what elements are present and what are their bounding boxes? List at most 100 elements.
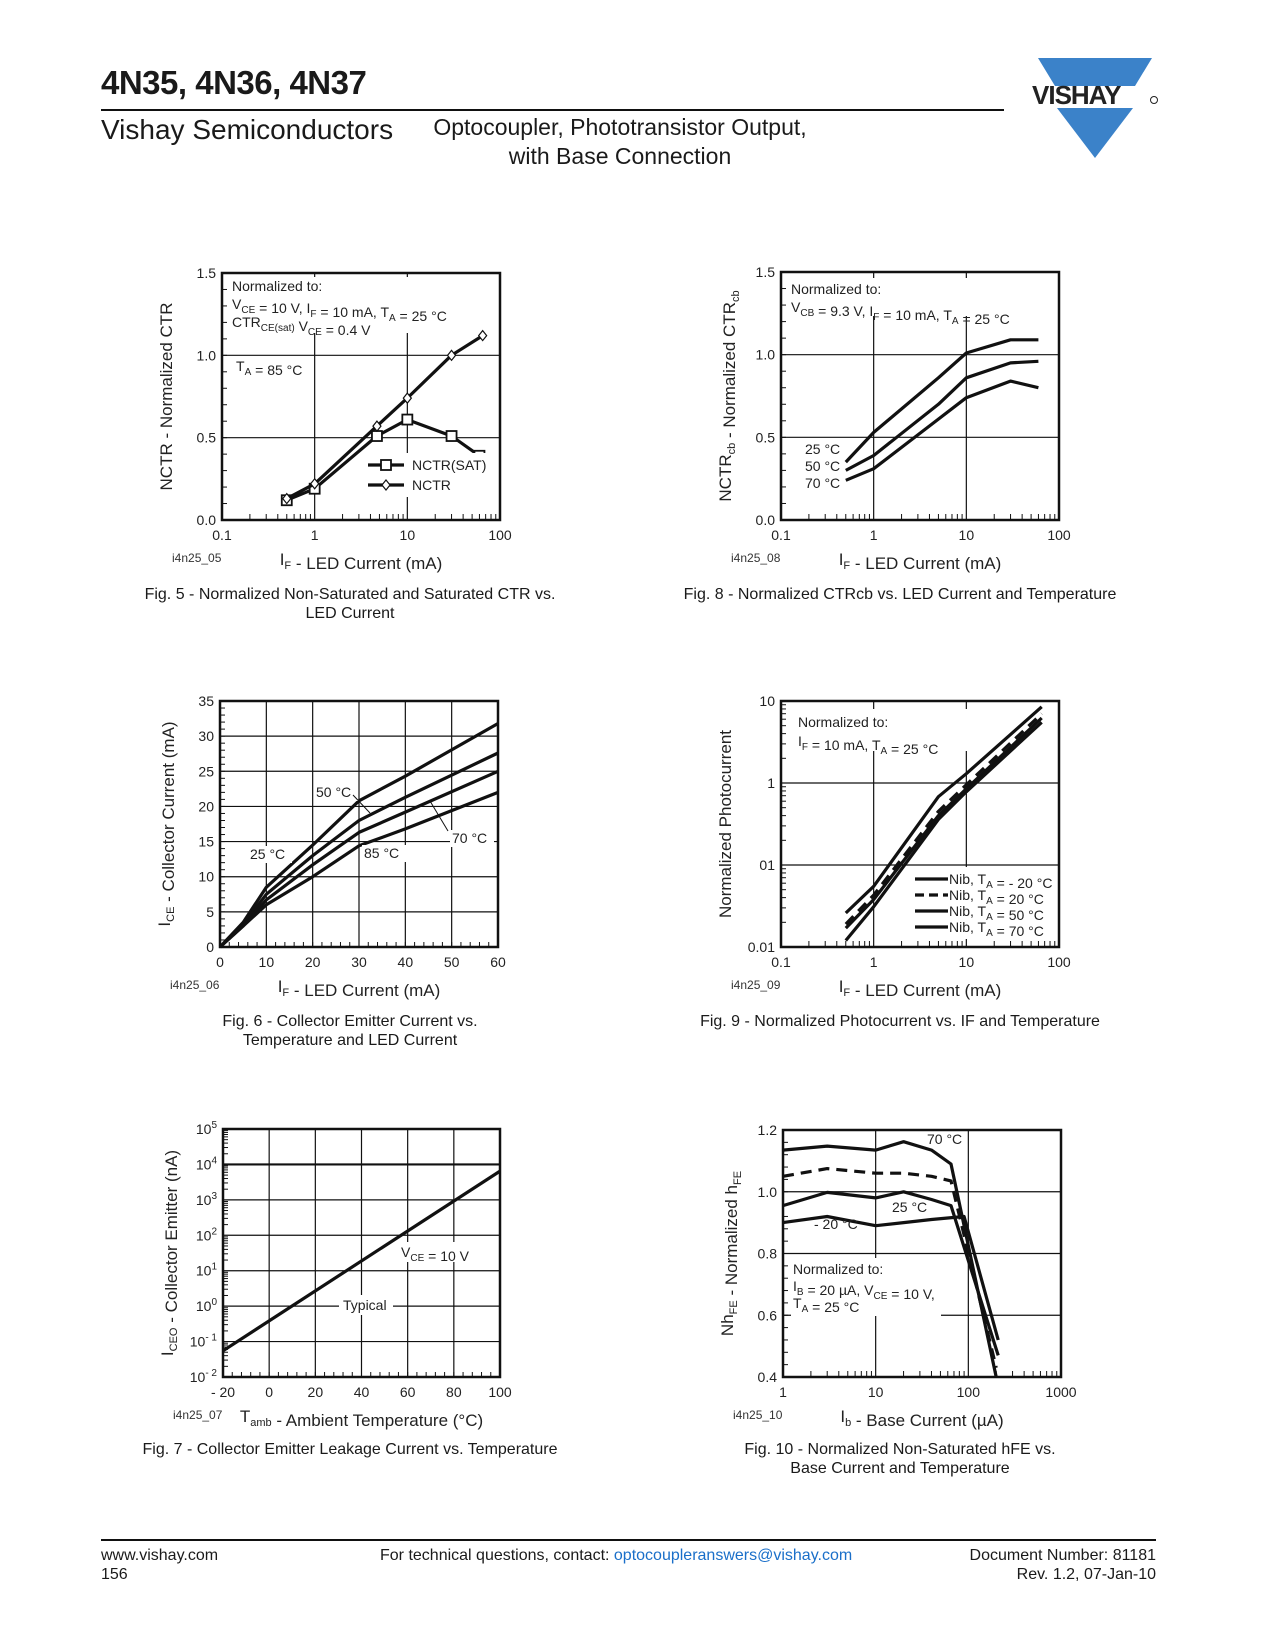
x-axis-label: Ib - Base Current (µA) [840,1407,1003,1430]
x-axis-label: IF - LED Current (mA) [839,550,1002,573]
annotation-normalized: Normalized to: [793,1261,883,1277]
x-axis-label: Tamb - Ambient Temperature (°C) [240,1407,483,1430]
y-tick-label: 100 [196,1297,218,1314]
x-tick-label: 10 [959,954,975,970]
label-background [364,453,494,497]
y-tick-label: 5 [206,904,214,920]
label-background [399,1242,481,1262]
series-line-2 [782,1190,1000,1356]
label-background [228,277,460,333]
caption-line: Fig. 8 - Normalized CTRcb vs. LED Curren… [683,586,1117,603]
data-point-diamond [282,492,292,505]
y-tick-label: 0.5 [197,430,217,446]
series-label: 25 °C [250,846,285,862]
x-tick-label: 1000 [1045,1384,1076,1400]
page-number: 156 [101,1566,128,1583]
y-tick-label: 1.0 [197,347,217,363]
label-background [911,867,1057,939]
caption-line: Temperature and LED Current [242,1032,458,1049]
footer-right: Document Number: 81181 Rev. 1.2, 07-Jan-… [970,1546,1156,1584]
y-tick-label: 35 [198,693,214,709]
document-subtitle: Optocoupler, Phototransistor Output, wit… [400,113,840,171]
y-tick-label: 0.01 [748,939,775,955]
annotation-conditions: IB = 20 µA, VCE = 10 V, [793,1278,935,1302]
figure-code: i4n25_10 [733,1408,783,1422]
annotation-normalized: Normalized to: [798,714,888,730]
series-label: 50 °C [316,784,351,800]
series-line-1 [218,751,499,949]
contact-prefix: For technical questions, contact: [380,1547,614,1564]
x-tick-label: 10 [868,1384,884,1400]
caption-fig9: Fig. 9 - Normalized Photocurrent vs. IF … [660,1012,1140,1031]
series-label: 25 °C [892,1199,927,1215]
y-tick-label: 1.5 [756,264,776,280]
series-line-0 [222,1169,501,1353]
annotation-normalized: Normalized to: [232,278,322,294]
y-tick-label: 102 [196,1226,218,1243]
y-tick-label: 20 [198,798,214,814]
x-tick-label: 50 [444,954,460,970]
label-leader [429,800,449,832]
x-tick-label: 20 [305,954,321,970]
y-tick-label: 1.0 [756,347,776,363]
gridlines [223,1129,500,1377]
revision: Rev. 1.2, 07-Jan-10 [1016,1566,1156,1583]
vishay-logo: VISHAY [1030,58,1160,160]
figure-code: i4n25_08 [731,551,781,565]
x-tick-label: 0.1 [212,527,232,543]
caption-line: Fig. 6 - Collector Emitter Current vs. [222,1013,478,1030]
legend-label: Nib, TA = 70 °C [949,919,1044,939]
series-line-2 [845,379,1039,482]
legend-label: NCTR [412,477,451,493]
y-tick-label: 25 [198,763,214,779]
contact-email-link[interactable]: optocoupleranswers@vishay.com [613,1547,853,1564]
plot-frame [220,271,502,522]
plot-frame [221,1127,502,1379]
x-tick-label: 60 [400,1384,416,1400]
y-tick-label: 0.6 [758,1307,778,1323]
y-tick-label: 1.0 [758,1184,778,1200]
y-tick-label: 0.0 [756,512,776,528]
y-axis-label: NCTRcb - Normalized CTRcb [716,290,742,501]
title-divider [101,109,1004,111]
data-point-square [445,430,458,442]
series-line-1 [286,334,484,501]
caption-line: Fig. 5 - Normalized Non-Saturated and Sa… [144,586,556,603]
label-leader [352,794,371,814]
series-line-1 [845,359,1039,472]
gridlines [222,273,500,520]
website-link[interactable]: www.vishay.com [101,1547,219,1564]
y-tick-label: 30 [198,728,214,744]
series-label: 25 °C [805,441,840,457]
data-point-square [308,482,321,495]
caption-line: LED Current [305,605,395,622]
y-tick-label: 1.5 [197,265,217,281]
series-label: 70 °C [805,475,840,491]
x-tick-label: 30 [351,954,367,970]
caption-line: Base Current and Temperature [790,1460,1010,1477]
gridlines [783,1130,1061,1377]
logo-triangle-top [1038,58,1152,86]
gridlines [220,701,498,947]
plot-frame [779,699,1061,949]
y-tick-label: 15 [198,834,214,850]
x-tick-label: 80 [446,1384,462,1400]
x-tick-label: - 20 [211,1384,235,1400]
y-tick-label: 0.0 [197,512,217,528]
y-tick-label: 0.5 [756,429,776,445]
gridlines [781,272,1059,520]
series-label: - 20 °C [814,1216,858,1232]
series-label: 85 °C [364,845,399,861]
x-tick-label: 10 [400,527,416,543]
label-background [787,278,1037,316]
y-tick-label: 10- 2 [190,1368,218,1385]
x-axis-label: IF - LED Current (mA) [839,977,1002,1000]
caption-fig6: Fig. 6 - Collector Emitter Current vs. T… [120,1012,580,1050]
annotation-temp: TA = 25 °C [793,1295,859,1315]
y-tick-label: 01 [759,857,775,873]
y-tick-label: 0 [206,939,214,955]
data-point-diamond [372,420,382,433]
data-point-square [401,413,414,426]
logo-text: VISHAY [1032,80,1121,110]
